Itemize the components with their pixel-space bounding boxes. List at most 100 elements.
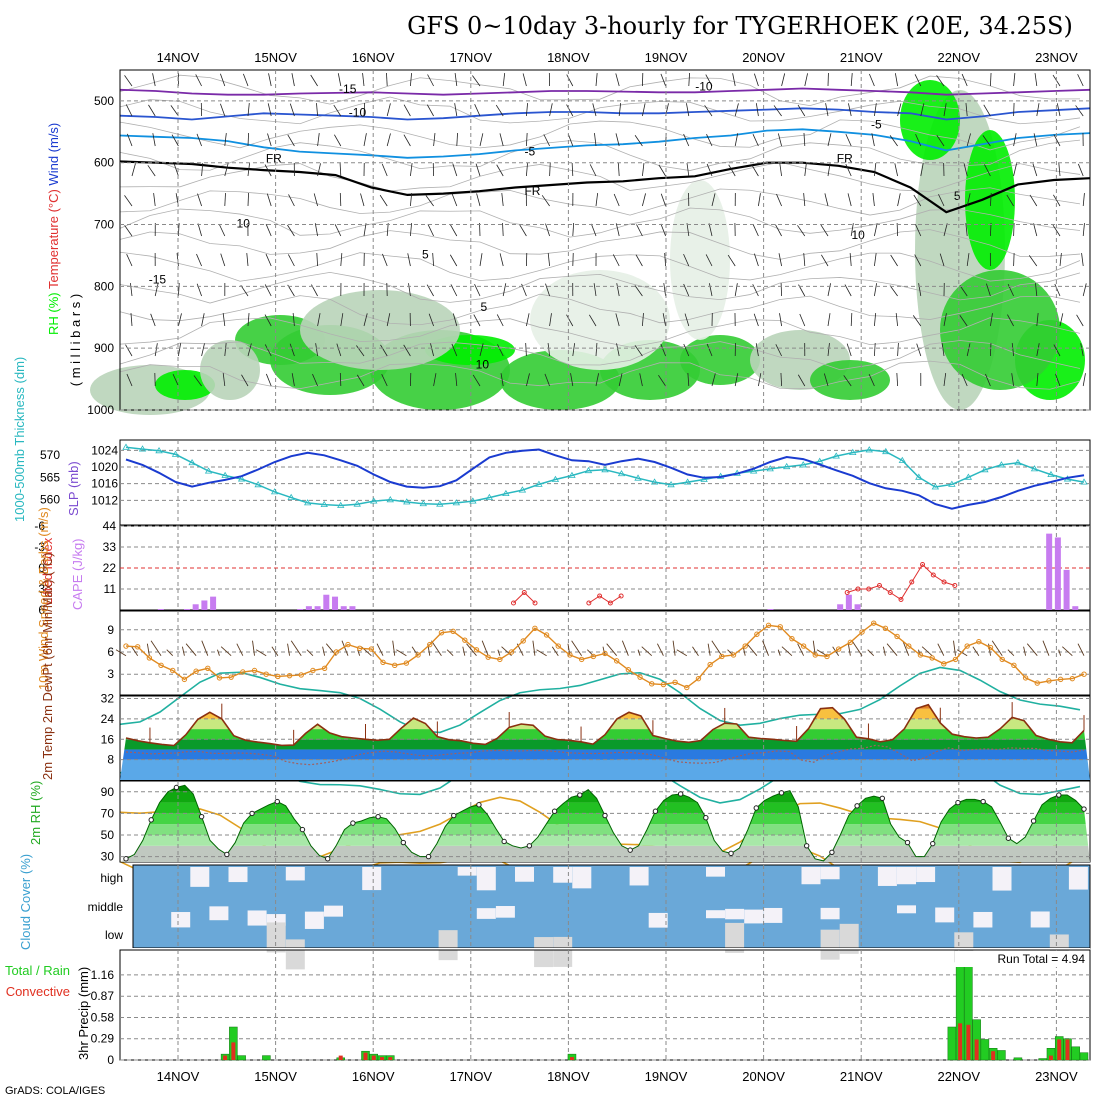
thickness-point — [1080, 478, 1088, 485]
wind-barb — [755, 343, 759, 357]
rh-point — [728, 850, 734, 857]
wind-barb — [433, 133, 436, 147]
wind-barb-10m — [762, 640, 769, 656]
contour-label: FR — [524, 184, 540, 198]
date-label-top: 19NOV — [645, 50, 688, 65]
pressure-tick: 1000 — [87, 403, 114, 417]
high-cloud-cell — [190, 867, 210, 887]
wind-barb — [379, 194, 388, 207]
wind-barb — [381, 374, 388, 387]
precip-legend-total: Total / Rain — [5, 963, 70, 978]
thickness-ylabel: 1000-500mb Thickness (dm) — [12, 357, 27, 522]
wind-barb — [914, 254, 922, 267]
wind-barb — [310, 74, 318, 87]
wind-barb — [410, 163, 413, 177]
wind-barb — [313, 193, 318, 207]
rh-shading — [940, 270, 1060, 390]
wind-barb — [218, 224, 226, 237]
date-label-top: 22NOV — [937, 50, 980, 65]
wind-barb — [612, 254, 620, 267]
wind-barb-10m — [1026, 643, 1038, 656]
wind-barb — [985, 373, 991, 387]
wind-barb — [635, 254, 643, 267]
wind-barb-10m — [672, 640, 676, 656]
slp-tick: 1020 — [91, 460, 118, 474]
wind-barb-10m — [571, 640, 583, 656]
wind-barb-10m — [707, 643, 711, 656]
wind-barb — [452, 313, 458, 327]
wind-speed-point — [275, 673, 281, 680]
wind-barb — [1029, 194, 1038, 207]
wind-barb — [454, 73, 458, 87]
wind-barb — [526, 373, 530, 387]
wind-barb — [196, 283, 202, 297]
li-point — [511, 600, 517, 606]
wind-barb — [496, 314, 504, 327]
wind-barb — [616, 343, 620, 357]
wind-barb — [1013, 133, 1017, 147]
wind-barb — [683, 343, 690, 357]
wind-barb — [824, 193, 829, 207]
wind-barb — [451, 193, 458, 207]
wind-barb — [497, 344, 504, 357]
rh-point — [904, 839, 911, 846]
wind-barb — [642, 163, 645, 177]
rh-point — [123, 856, 129, 862]
thickness-point — [799, 461, 807, 468]
thickness-point — [155, 447, 163, 454]
wind-barb — [590, 223, 597, 237]
wind-speed-point — [134, 644, 141, 650]
wind-speed-point — [929, 655, 935, 661]
wind-barb-10m — [972, 646, 980, 656]
wind-barb — [427, 224, 434, 237]
wind-barb — [193, 375, 202, 387]
wind-barb — [845, 163, 852, 177]
rh-point — [1056, 792, 1062, 798]
wind-frame — [119, 610, 1091, 696]
wind-barb — [152, 133, 156, 147]
wind-speed-point — [649, 681, 655, 687]
wind-barb — [268, 73, 272, 87]
precip-convective-bar — [338, 1055, 343, 1060]
temp-band — [120, 759, 1090, 780]
date-label-bottom: 15NOV — [254, 1069, 297, 1084]
date-label-top: 14NOV — [157, 50, 200, 65]
wind-barb — [965, 103, 968, 117]
wind-barb — [178, 222, 180, 237]
wind-barb — [386, 313, 391, 327]
wind-barb — [959, 315, 968, 327]
rh-point — [803, 843, 810, 849]
wind-barb-10m — [886, 643, 898, 656]
wind-barb — [780, 282, 782, 297]
wind-barb-10m — [396, 649, 407, 657]
li-point — [597, 593, 603, 599]
thickness-point — [204, 467, 213, 474]
contour-label: -5 — [871, 118, 882, 132]
wind-barb — [289, 103, 295, 117]
contour-label: 10 — [476, 358, 490, 372]
wind-speed-point — [976, 638, 982, 645]
low-cloud-cell — [725, 922, 745, 953]
mid-cloud-cell — [744, 909, 764, 924]
wind-barb — [686, 163, 690, 177]
wind-barb — [706, 343, 713, 357]
thickness-point — [766, 465, 774, 472]
wind-barb — [708, 223, 713, 237]
wind-barb — [1035, 283, 1038, 297]
wind-barb — [615, 133, 620, 147]
wind-barb — [543, 134, 550, 147]
mid-cloud-cell — [973, 911, 993, 928]
rh-band — [120, 845, 1090, 862]
wind-barb — [403, 104, 411, 117]
thickness-point — [865, 446, 873, 453]
thickness-point — [898, 456, 907, 463]
precip-total-bar — [1013, 1057, 1023, 1061]
precip-convective-bar — [380, 1057, 385, 1060]
wind-barb — [363, 313, 368, 327]
li-tick: 3 — [38, 582, 45, 596]
thickness-point — [221, 471, 229, 478]
wind-barb — [428, 313, 434, 327]
wind-barb — [1055, 373, 1061, 387]
wind-barb — [990, 342, 992, 357]
wind-barb — [890, 254, 898, 267]
